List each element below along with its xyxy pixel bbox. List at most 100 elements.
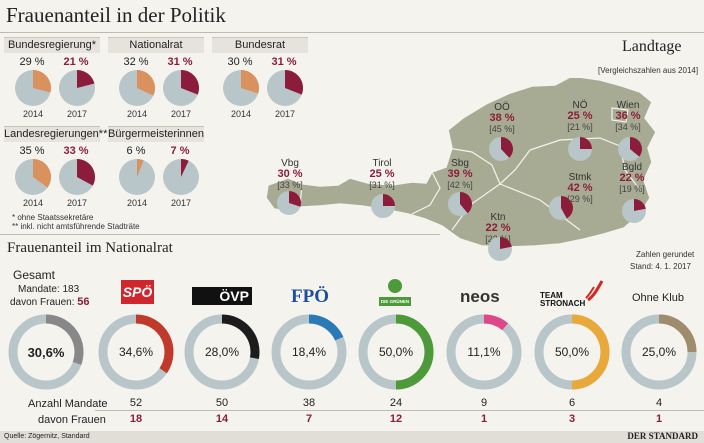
year-2017: 2017 (170, 198, 192, 208)
frauen-count: 1 (655, 413, 663, 425)
state-pie-slice (580, 137, 592, 149)
ohne-klub-label: Ohne Klub (632, 292, 684, 304)
year-2017: 2017 (170, 109, 192, 119)
pie-2017 (163, 70, 199, 106)
state-2014: [42 %] (447, 180, 473, 190)
state-2014: [34 %] (615, 122, 641, 132)
state-2014: [19 %] (619, 184, 645, 194)
state-pie-slice (383, 194, 395, 206)
ring-label: 28,0% (204, 345, 240, 359)
state-abbr: OÖ (494, 102, 510, 113)
pie-2017 (163, 159, 199, 195)
pct-2017: 33 % (63, 145, 89, 157)
party-ring (534, 314, 610, 390)
ring-arc (221, 314, 260, 360)
pie-2017 (267, 70, 303, 106)
state-2017: 25 % (369, 168, 395, 180)
mandate-count: 50 (215, 397, 229, 409)
state-pie (448, 192, 472, 216)
mandate-count: 24 (389, 397, 403, 409)
party-ring (621, 314, 697, 390)
ring-arc (308, 314, 344, 341)
pie-2014 (223, 70, 259, 106)
panel-header: Nationalrat (108, 37, 204, 53)
state-label: Bgld 22 % [19 %] (612, 162, 652, 195)
year-2017: 2017 (274, 109, 296, 119)
rounded-note: Zahlen gerundet (636, 250, 695, 259)
state-pie-slice (460, 192, 472, 214)
divider (95, 410, 704, 411)
pie-2017-slice (181, 70, 199, 95)
panel-header: Landesregierungen** (4, 126, 108, 142)
pct-2014: 29 % (19, 56, 45, 68)
state-2017: 22 % (619, 172, 645, 184)
state-abbr: NÖ (572, 100, 588, 111)
year-2014: 2014 (126, 198, 148, 208)
state-abbr: Vbg (281, 158, 299, 169)
ring-label: 50,0% (378, 345, 414, 359)
gruene-logo-text: DIE GRÜNEN (380, 299, 410, 304)
row-label-mandate: Anzahl Mandate (28, 398, 108, 410)
state-2017: 39 % (447, 168, 473, 180)
pie-2014 (15, 159, 51, 195)
party-ring (446, 314, 522, 390)
state-pie (489, 137, 513, 161)
nationalrat-title: Frauenanteil im Nationalrat (7, 240, 173, 256)
oevp-logo: ÖVP (192, 287, 252, 305)
frauen-label: davon Frauen: (10, 297, 75, 308)
ring-arc (571, 314, 610, 390)
state-pie-slice (501, 137, 513, 158)
frauen-count: 1 (480, 413, 488, 425)
party-ring (358, 314, 434, 390)
state-pie (549, 196, 573, 220)
ring-label: 11,1% (467, 345, 501, 359)
ring-label: 18,4% (291, 345, 327, 359)
pct-2017: 7 % (170, 145, 190, 157)
state-2014: [21 %] (567, 122, 593, 132)
pie-2014-slice (137, 159, 144, 177)
state-label: Stmk 42 % [29 %] (560, 172, 600, 205)
pie-2014 (119, 70, 155, 106)
page-title: Frauenanteil in der Politik (6, 3, 226, 27)
state-2017: 25 % (567, 110, 593, 122)
mandate-count: 52 (129, 397, 143, 409)
panel-header: Bürgermeisterinnen (108, 126, 204, 142)
party-ring (184, 314, 260, 390)
frauen-count: 14 (215, 413, 229, 425)
row-label-frauen: davon Frauen (38, 414, 106, 426)
state-label: NÖ 25 % [21 %] (560, 100, 600, 133)
state-label: Wien 36 % [34 %] (608, 100, 648, 133)
pie-2017-slice (77, 159, 95, 186)
spoe-logo: SPÖ (121, 280, 154, 304)
state-pie (568, 137, 592, 161)
state-pie-slice (634, 199, 646, 211)
ring-arc (658, 314, 697, 353)
pct-2014: 6 % (126, 145, 146, 157)
pct-2014: 30 % (227, 56, 253, 68)
state-pie-slice (630, 137, 642, 157)
state-abbr: Ktn (490, 212, 506, 223)
state-pie (488, 237, 512, 261)
state-abbr: Stmk (568, 172, 592, 183)
state-2017: 38 % (489, 112, 515, 124)
state-abbr: Bgld (621, 162, 642, 173)
pie-2017-slice (285, 70, 303, 95)
year-2017: 2017 (66, 198, 88, 208)
fpoe-logo: FPÖ (291, 286, 329, 307)
year-2014: 2014 (126, 109, 148, 119)
pie-2014-slice (33, 159, 51, 188)
stronach-swoosh-icon (585, 280, 604, 302)
footer-source: Quelle: Zögernitz, Standard (4, 433, 90, 440)
state-2017: 42 % (567, 182, 593, 194)
pie-2014-slice (241, 70, 259, 94)
footnote-1: * ohne Staatssekretäre (12, 213, 94, 222)
footer: Quelle: Zögernitz, Standard DER STANDARD (0, 431, 704, 443)
pie-2014 (15, 70, 51, 106)
pie-2017 (59, 70, 95, 106)
pie-2014-slice (33, 70, 51, 93)
state-2014: [31 %] (369, 180, 395, 190)
party-ring (98, 314, 174, 390)
state-pie-slice (289, 191, 301, 207)
party-ring (271, 314, 347, 390)
pie-2014 (119, 159, 155, 195)
